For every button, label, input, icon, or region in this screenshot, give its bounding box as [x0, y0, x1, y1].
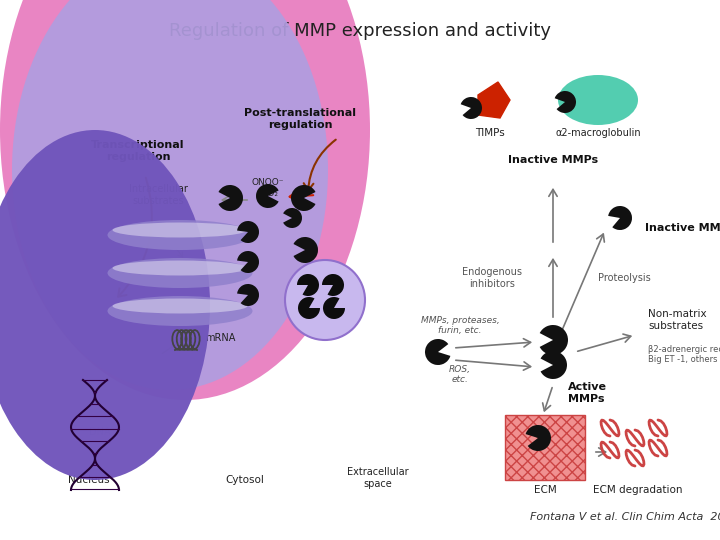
- Text: Transcriptional
regulation: Transcriptional regulation: [91, 140, 185, 161]
- Wedge shape: [425, 339, 451, 365]
- Ellipse shape: [112, 260, 248, 275]
- Text: Fontana V et al. Clin Chim Acta  2012: Fontana V et al. Clin Chim Acta 2012: [530, 512, 720, 522]
- Text: Inactive MMP: Inactive MMP: [645, 223, 720, 233]
- Text: ECM degradation: ECM degradation: [593, 485, 683, 495]
- Text: ECM: ECM: [534, 485, 557, 495]
- Text: α2-macroglobulin: α2-macroglobulin: [555, 128, 641, 138]
- Wedge shape: [554, 91, 576, 113]
- Wedge shape: [237, 221, 259, 243]
- Ellipse shape: [107, 220, 253, 250]
- Text: Cytosol: Cytosol: [225, 475, 264, 485]
- Ellipse shape: [112, 299, 248, 314]
- Text: mRNA: mRNA: [205, 333, 235, 343]
- Wedge shape: [323, 297, 345, 319]
- Text: β2-adrenergic receptor,
Big ET -1, others: β2-adrenergic receptor, Big ET -1, other…: [648, 345, 720, 364]
- Ellipse shape: [12, 0, 328, 390]
- Text: Endogenous
inhibitors: Endogenous inhibitors: [462, 267, 522, 289]
- Text: MMPs, proteases,
furin, etc.: MMPs, proteases, furin, etc.: [420, 315, 500, 335]
- Ellipse shape: [558, 75, 638, 125]
- Wedge shape: [283, 208, 302, 228]
- Wedge shape: [237, 251, 259, 273]
- Wedge shape: [237, 284, 259, 306]
- Polygon shape: [478, 82, 510, 118]
- Text: Intracellular
substrates: Intracellular substrates: [129, 184, 187, 206]
- Wedge shape: [218, 185, 243, 211]
- Text: Nucleus: Nucleus: [68, 475, 109, 485]
- Wedge shape: [322, 274, 344, 296]
- Ellipse shape: [0, 0, 370, 400]
- Wedge shape: [294, 237, 318, 263]
- Text: ONOO⁻
H₂O₂: ONOO⁻ H₂O₂: [252, 178, 284, 198]
- Wedge shape: [461, 97, 482, 119]
- Ellipse shape: [107, 258, 253, 288]
- Text: TIMPs: TIMPs: [475, 128, 505, 138]
- FancyBboxPatch shape: [505, 415, 585, 480]
- Circle shape: [285, 260, 365, 340]
- Wedge shape: [608, 206, 632, 230]
- Wedge shape: [526, 425, 551, 451]
- Wedge shape: [540, 325, 568, 355]
- Text: Extracellular
space: Extracellular space: [347, 467, 409, 489]
- Wedge shape: [256, 184, 279, 208]
- Wedge shape: [541, 351, 567, 379]
- Wedge shape: [297, 274, 319, 296]
- Text: Non-matrix
substrates: Non-matrix substrates: [648, 309, 706, 331]
- Wedge shape: [298, 297, 320, 319]
- Text: Regulation of MMP expression and activity: Regulation of MMP expression and activit…: [169, 22, 551, 40]
- Wedge shape: [291, 185, 315, 211]
- Text: ROS,
etc.: ROS, etc.: [449, 365, 471, 384]
- Text: DNA: DNA: [89, 427, 111, 437]
- Ellipse shape: [107, 296, 253, 326]
- Ellipse shape: [112, 222, 248, 238]
- Text: Post-translational
regulation: Post-translational regulation: [244, 108, 356, 130]
- Text: Active
MMPs: Active MMPs: [568, 382, 607, 403]
- Text: Proteolysis: Proteolysis: [598, 273, 651, 283]
- Ellipse shape: [0, 130, 210, 480]
- Text: Inactive MMPs: Inactive MMPs: [508, 155, 598, 165]
